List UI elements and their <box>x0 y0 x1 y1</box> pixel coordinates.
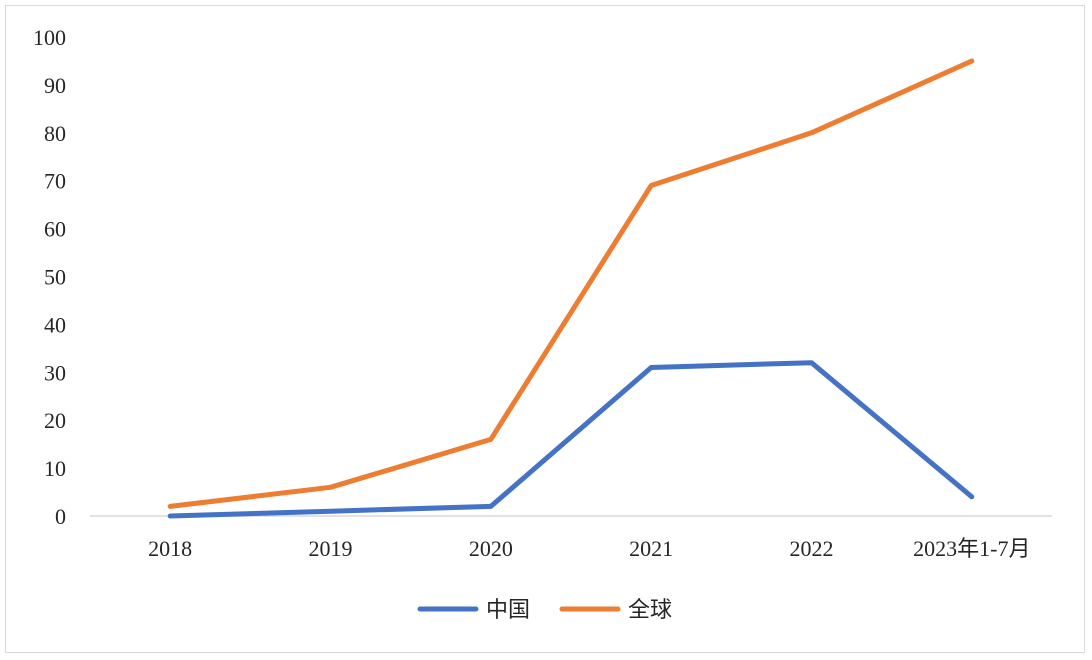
x-tick-label: 2020 <box>469 536 513 561</box>
y-tick-label: 20 <box>44 408 66 433</box>
y-tick-label: 10 <box>44 456 66 481</box>
legend: 中国 全球 <box>417 598 672 623</box>
y-tick-label: 40 <box>44 312 66 337</box>
y-tick-label: 0 <box>55 504 66 529</box>
y-tick-label: 50 <box>44 265 66 290</box>
chart-frame <box>5 5 1085 653</box>
legend-label: 中国 <box>486 598 530 623</box>
y-tick-label: 30 <box>44 360 66 385</box>
series-line-1 <box>167 360 975 519</box>
y-tick-label: 100 <box>33 25 66 50</box>
series-lines <box>167 58 975 519</box>
x-tick-labels: 2018 2019 2020 2021 2022 2023年1-7月 <box>148 536 1030 561</box>
x-tick-label: 2021 <box>629 536 673 561</box>
x-tick-label: 2023年1-7月 <box>913 536 1030 561</box>
y-tick-label: 60 <box>44 217 66 242</box>
legend-label: 全球 <box>628 598 672 623</box>
y-tick-label: 70 <box>44 169 66 194</box>
y-tick-label: 90 <box>44 73 66 98</box>
x-tick-label: 2022 <box>790 536 834 561</box>
x-tick-label: 2018 <box>148 536 192 561</box>
y-tick-labels: 0 10 20 30 40 50 60 70 80 90 100 <box>33 25 66 529</box>
x-tick-label: 2019 <box>309 536 353 561</box>
series-line-2 <box>167 58 975 509</box>
y-tick-label: 80 <box>44 121 66 146</box>
